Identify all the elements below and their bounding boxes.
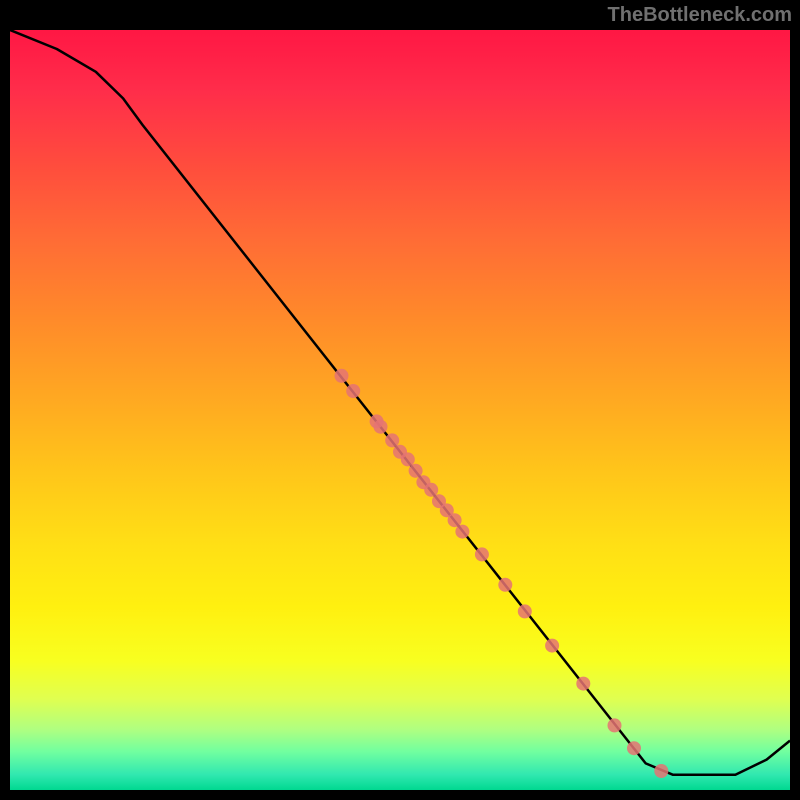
data-point	[576, 677, 590, 691]
data-point	[385, 433, 399, 447]
watermark-text: TheBottleneck.com	[608, 4, 792, 27]
data-point	[346, 384, 360, 398]
data-point	[654, 764, 668, 778]
chart-area	[10, 30, 790, 790]
data-point	[545, 639, 559, 653]
chart-container: TheBottleneck.com	[0, 0, 800, 800]
data-point	[424, 483, 438, 497]
data-point	[475, 547, 489, 561]
data-point	[448, 513, 462, 527]
data-point	[335, 369, 349, 383]
data-point	[498, 578, 512, 592]
data-point	[608, 718, 622, 732]
data-point	[374, 420, 388, 434]
data-point	[518, 604, 532, 618]
chart-svg	[10, 30, 790, 790]
data-point	[627, 741, 641, 755]
data-point	[409, 464, 423, 478]
data-point	[455, 525, 469, 539]
data-point	[401, 452, 415, 466]
